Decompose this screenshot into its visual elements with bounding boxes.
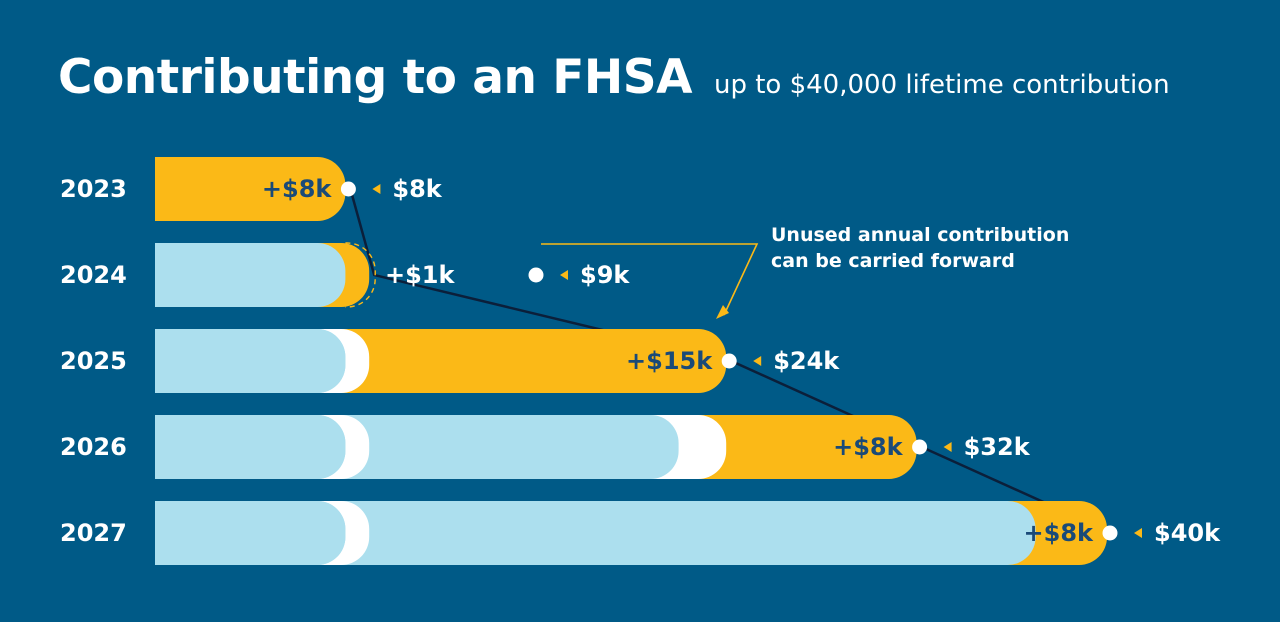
- bar-row-2024: 2024 +$1k $9k: [60, 242, 630, 308]
- pointer-icon: [753, 356, 762, 366]
- total-label-2025: $24k: [773, 347, 840, 375]
- total-label-2023: $8k: [392, 175, 442, 203]
- total-marker-2027: [1102, 525, 1118, 541]
- total-label-2026: $32k: [964, 433, 1031, 461]
- added-label-2027: +$8k: [1024, 519, 1095, 547]
- added-label-2025: +$15k: [626, 347, 713, 375]
- pointer-icon: [1134, 528, 1142, 538]
- header: Contributing to an FHSA up to $40,000 li…: [58, 50, 1170, 105]
- bar-row-2026: 2026 +$8k $32k: [60, 415, 1031, 479]
- total-label-2024: $9k: [580, 261, 630, 289]
- year-label-2024: 2024: [60, 261, 127, 289]
- total-marker-2023: [340, 181, 356, 197]
- arrowhead-icon: [716, 305, 729, 319]
- bar-row-2025: 2025 +$15k $24k: [60, 329, 840, 393]
- bar-row-2027: 2027 +$8k $40k: [60, 501, 1221, 565]
- total-marker-2026: [912, 439, 928, 455]
- page-subtitle: up to $40,000 lifetime contribution: [713, 70, 1170, 100]
- annotation-line-1: Unused annual contribution: [771, 224, 1070, 246]
- total-marker-2025: [721, 353, 737, 369]
- prior-segment-2023: [155, 243, 346, 307]
- carry-forward-annotation: Unused annual contribution can be carrie…: [771, 222, 1069, 274]
- new-segment-2023: [155, 157, 346, 221]
- prior-segment-2023-inner: [155, 415, 346, 479]
- year-label-2023: 2023: [60, 175, 127, 203]
- total-marker-2024: [528, 267, 544, 283]
- prior-segment-2023-inner: [155, 329, 346, 393]
- pointer-icon: [372, 184, 381, 194]
- prior-segment-2023-inner: [155, 501, 346, 565]
- total-label-2027: $40k: [1154, 519, 1221, 547]
- added-label-2024: +$1k: [385, 261, 456, 289]
- bar-row-2023: 2023 +$8k $8k: [60, 157, 443, 221]
- unused-contribution-outline: [345, 242, 376, 308]
- carry-forward-arrow: [541, 243, 759, 316]
- added-label-2026: +$8k: [833, 433, 904, 461]
- annotation-line-2: can be carried forward: [771, 250, 1015, 272]
- pointer-icon: [560, 270, 568, 280]
- year-label-2025: 2025: [60, 347, 127, 375]
- added-label-2023: +$8k: [262, 175, 333, 203]
- page-title: Contributing to an FHSA: [58, 50, 692, 105]
- pointer-icon: [943, 442, 952, 452]
- year-label-2026: 2026: [60, 433, 127, 461]
- year-label-2027: 2027: [60, 519, 127, 547]
